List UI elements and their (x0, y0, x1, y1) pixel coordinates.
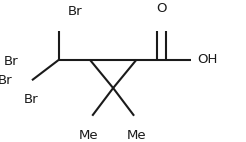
Text: Br: Br (4, 55, 18, 68)
Text: Me: Me (79, 129, 98, 142)
Text: Br: Br (68, 5, 82, 18)
Text: Me: Me (127, 129, 146, 142)
Text: OH: OH (197, 53, 217, 66)
Text: Br: Br (24, 93, 38, 106)
Text: O: O (156, 2, 166, 15)
Text: Br: Br (0, 74, 12, 87)
